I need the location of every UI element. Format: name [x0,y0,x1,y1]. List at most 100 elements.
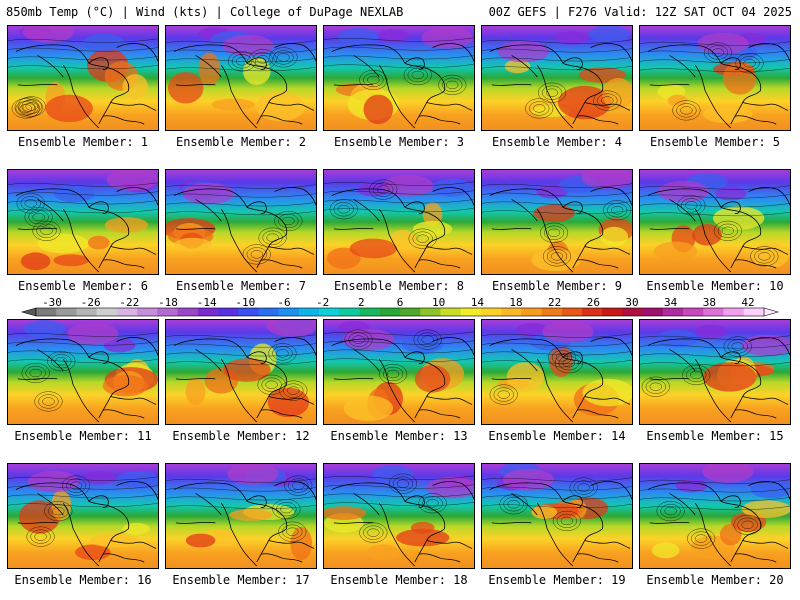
ensemble-map-panel [7,169,159,275]
colorbar-swatch [723,308,745,316]
temperature-field-map [324,320,474,424]
colorbar-swatch [501,308,522,316]
ensemble-map-panel [639,25,791,131]
temperature-field-map [482,170,632,274]
ensemble-map-panel [165,25,317,131]
ensemble-map-panel [165,319,317,425]
temperature-field-map [166,26,316,130]
ensemble-map-panel [165,169,317,275]
colorbar-swatch [319,308,340,316]
colorbar-swatch [602,308,623,316]
ensemble-member-label: Ensemble Member: 2 [175,135,307,149]
temperature-field-map [8,320,158,424]
colorbar-swatch [440,308,461,316]
ensemble-map-panel [323,169,475,275]
colorbar-swatch [743,308,765,316]
ensemble-member-label: Ensemble Member: 18 [330,573,468,587]
colorbar-swatch [662,308,684,316]
ensemble-member-label: Ensemble Member: 19 [488,573,626,587]
ensemble-member-label: Ensemble Member: 6 [17,279,149,293]
ensemble-member-label: Ensemble Member: 3 [333,135,465,149]
colorbar-swatch [96,308,118,316]
colorbar-tick-label: 38 [703,298,716,309]
colorbar-tick-label: -18 [158,298,178,309]
temperature-field-map [8,26,158,130]
temperature-field-map [166,320,316,424]
ensemble-member-label: Ensemble Member: 15 [646,429,784,443]
colorbar-swatch [683,308,704,316]
ensemble-member-label: Ensemble Member: 5 [649,135,781,149]
temperature-field-map [8,170,158,274]
colorbar-tick-label: -2 [316,298,329,309]
run-valid-time: 00Z GEFS | F276 Valid: 12Z SAT OCT 04 20… [488,5,792,19]
ensemble-map-panel [323,25,475,131]
ensemble-member-label: Ensemble Member: 17 [172,573,310,587]
map-title: 850mb Temp (°C) | Wind (kts) | College o… [6,5,404,19]
temperature-field-map [482,26,632,130]
colorbar-swatch [622,308,643,316]
colorbar-swatch [460,308,482,316]
ensemble-map-panel [323,463,475,569]
colorbar-tick-label: 30 [625,298,638,309]
colorbar-swatch [582,308,603,316]
ensemble-map-panel [639,463,791,569]
ensemble-map-panel [323,319,475,425]
colorbar-tick-label: 22 [548,298,561,309]
ensemble-map-panel [481,25,633,131]
colorbar-swatch [359,308,381,316]
colorbar-tick-label: -14 [197,298,217,309]
colorbar-swatch [420,308,441,316]
temperature-field-map [482,464,632,568]
colorbar-swatch [278,308,300,316]
colorbar-swatch [339,308,360,316]
colorbar-swatch [157,308,178,316]
temperature-field-map [166,170,316,274]
colorbar-swatch [56,308,77,316]
temperature-field-map [324,170,474,274]
colorbar-swatch [561,308,583,316]
ensemble-member-label: Ensemble Member: 11 [14,429,152,443]
ensemble-map-panel [639,319,791,425]
ensemble-map-panel [7,319,159,425]
ensemble-map-panel [7,463,159,569]
ensemble-member-label: Ensemble Member: 20 [646,573,784,587]
ensemble-member-label: Ensemble Member: 10 [646,279,784,293]
ensemble-map-panel [165,463,317,569]
ensemble-member-label: Ensemble Member: 14 [488,429,626,443]
temperature-field-map [324,464,474,568]
ensemble-member-label: Ensemble Member: 16 [14,573,152,587]
colorbar-swatch [238,308,259,316]
colorbar-tick-label: 18 [509,298,522,309]
ensemble-map-panel [7,25,159,131]
temperature-field-map [8,464,158,568]
colorbar-tick-label: 42 [741,298,754,309]
colorbar-tick-label: -22 [119,298,139,309]
ensemble-map-panel [481,319,633,425]
colorbar-swatch [521,308,542,316]
colorbar-swatch [258,308,279,316]
colorbar-tick-label: -10 [235,298,255,309]
colorbar-swatch [116,308,138,316]
colorbar-swatch [197,308,219,316]
colorbar-swatch [36,308,57,316]
colorbar-swatch [541,308,563,316]
colorbar-swatch [480,308,502,316]
ensemble-member-label: Ensemble Member: 13 [330,429,468,443]
colorbar-tick-label: 2 [358,298,365,309]
ensemble-member-label: Ensemble Member: 9 [491,279,623,293]
ensemble-map-panel [481,169,633,275]
colorbar-swatch [379,308,401,316]
ensemble-member-label: Ensemble Member: 12 [172,429,310,443]
colorbar-tick-label: -6 [277,298,290,309]
colorbar-swatch [400,308,421,316]
ensemble-member-label: Ensemble Member: 1 [17,135,149,149]
temperature-colorbar: -30 -26 -22 -18 -14 -10 -6 -2 2 6 10 14 18 22 26 30 34 38… [12,298,788,320]
ensemble-member-label: Ensemble Member: 7 [175,279,307,293]
ensemble-map-panel [481,463,633,569]
colorbar-swatch [218,308,239,316]
colorbar-swatch [76,308,97,316]
ensemble-map-panel [639,169,791,275]
temperature-field-map [640,464,790,568]
ensemble-member-label: Ensemble Member: 4 [491,135,623,149]
temperature-field-map [640,320,790,424]
